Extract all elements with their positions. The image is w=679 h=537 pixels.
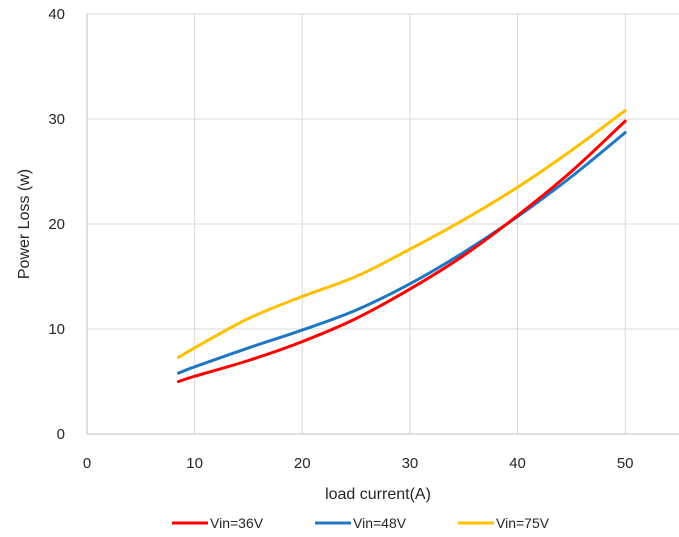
x-axis-title: load current(A) <box>325 486 431 503</box>
legend: Vin=36V Vin=48V Vin=75V <box>172 515 550 531</box>
x-tick-label: 0 <box>83 455 91 472</box>
grid-lines <box>87 13 679 434</box>
y-axis-title: Power Loss (w) <box>16 169 33 279</box>
tick-labels: 0 10 20 30 40 0 10 20 30 40 50 <box>48 6 633 472</box>
legend-item: Vin=75V <box>458 515 550 531</box>
legend-item: Vin=36V <box>172 515 264 531</box>
y-tick-label: 0 <box>57 426 65 443</box>
series-line-vin-75v <box>176 109 627 359</box>
x-tick-label: 10 <box>186 455 203 472</box>
y-tick-label: 10 <box>48 321 65 338</box>
series-line-vin-48v <box>176 131 627 375</box>
y-tick-label: 20 <box>48 216 65 233</box>
x-tick-label: 20 <box>294 455 311 472</box>
series-lines <box>176 109 627 383</box>
legend-label: Vin=36V <box>210 515 264 531</box>
legend-item: Vin=48V <box>315 515 407 531</box>
y-tick-label: 30 <box>48 111 65 128</box>
x-tick-label: 50 <box>617 455 634 472</box>
x-tick-label: 40 <box>509 455 526 472</box>
legend-label: Vin=75V <box>496 515 550 531</box>
series-line-vin-36v <box>176 119 627 383</box>
axes <box>86 14 679 435</box>
y-tick-label: 40 <box>48 6 65 23</box>
x-tick-label: 30 <box>402 455 419 472</box>
legend-label: Vin=48V <box>353 515 407 531</box>
